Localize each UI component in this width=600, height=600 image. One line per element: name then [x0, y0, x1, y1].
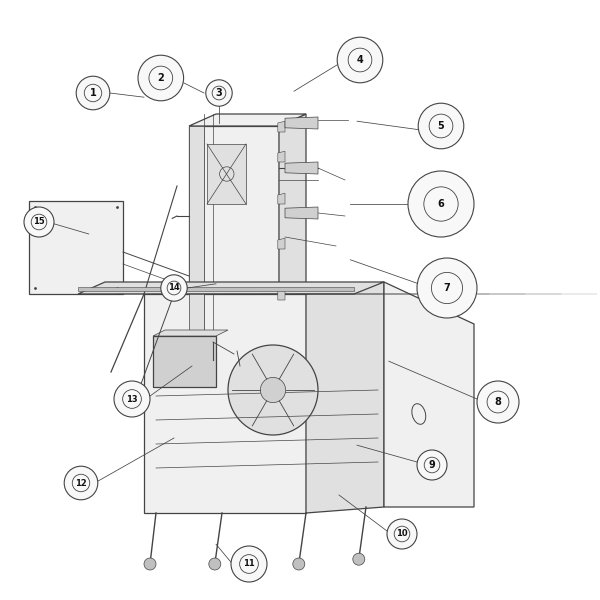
Text: 7: 7 — [443, 283, 451, 293]
Polygon shape — [144, 294, 306, 513]
Polygon shape — [278, 121, 285, 132]
Text: 12: 12 — [75, 479, 87, 487]
Circle shape — [64, 466, 98, 500]
Circle shape — [24, 207, 54, 237]
Circle shape — [260, 377, 286, 403]
Circle shape — [293, 558, 305, 570]
Circle shape — [228, 345, 318, 435]
Polygon shape — [29, 201, 123, 294]
Polygon shape — [285, 162, 318, 174]
Text: 10: 10 — [396, 529, 408, 539]
Polygon shape — [278, 238, 285, 249]
Circle shape — [477, 381, 519, 423]
Text: 1: 1 — [89, 88, 97, 98]
Polygon shape — [78, 287, 354, 291]
Circle shape — [353, 553, 365, 565]
Polygon shape — [78, 282, 384, 294]
Circle shape — [231, 546, 267, 582]
Text: 13: 13 — [126, 395, 138, 403]
Polygon shape — [285, 117, 318, 129]
Circle shape — [76, 76, 110, 110]
Polygon shape — [306, 282, 384, 513]
Circle shape — [417, 258, 477, 318]
Circle shape — [408, 171, 474, 237]
Circle shape — [387, 519, 417, 549]
Polygon shape — [207, 144, 246, 204]
Text: 15: 15 — [33, 217, 45, 226]
Text: 2: 2 — [157, 73, 164, 83]
Circle shape — [161, 275, 187, 301]
Text: 5: 5 — [437, 121, 445, 131]
Polygon shape — [285, 207, 318, 219]
Polygon shape — [278, 289, 285, 300]
Text: 11: 11 — [243, 559, 255, 569]
Polygon shape — [189, 126, 204, 342]
Text: 14: 14 — [168, 283, 180, 292]
Circle shape — [138, 55, 184, 101]
Text: 9: 9 — [428, 460, 436, 470]
Circle shape — [337, 37, 383, 83]
Polygon shape — [153, 336, 216, 387]
Circle shape — [206, 80, 232, 106]
Text: 3: 3 — [215, 88, 223, 98]
Circle shape — [209, 558, 221, 570]
Polygon shape — [384, 282, 474, 507]
Circle shape — [418, 103, 464, 149]
Circle shape — [144, 558, 156, 570]
Text: 6: 6 — [437, 199, 445, 209]
Text: 4: 4 — [356, 55, 364, 65]
Text: 8: 8 — [494, 397, 502, 407]
Circle shape — [417, 450, 447, 480]
Polygon shape — [189, 126, 279, 342]
Polygon shape — [279, 114, 306, 342]
Polygon shape — [189, 114, 306, 126]
Polygon shape — [278, 193, 285, 204]
Polygon shape — [153, 330, 228, 336]
Circle shape — [114, 381, 150, 417]
Polygon shape — [278, 151, 285, 162]
